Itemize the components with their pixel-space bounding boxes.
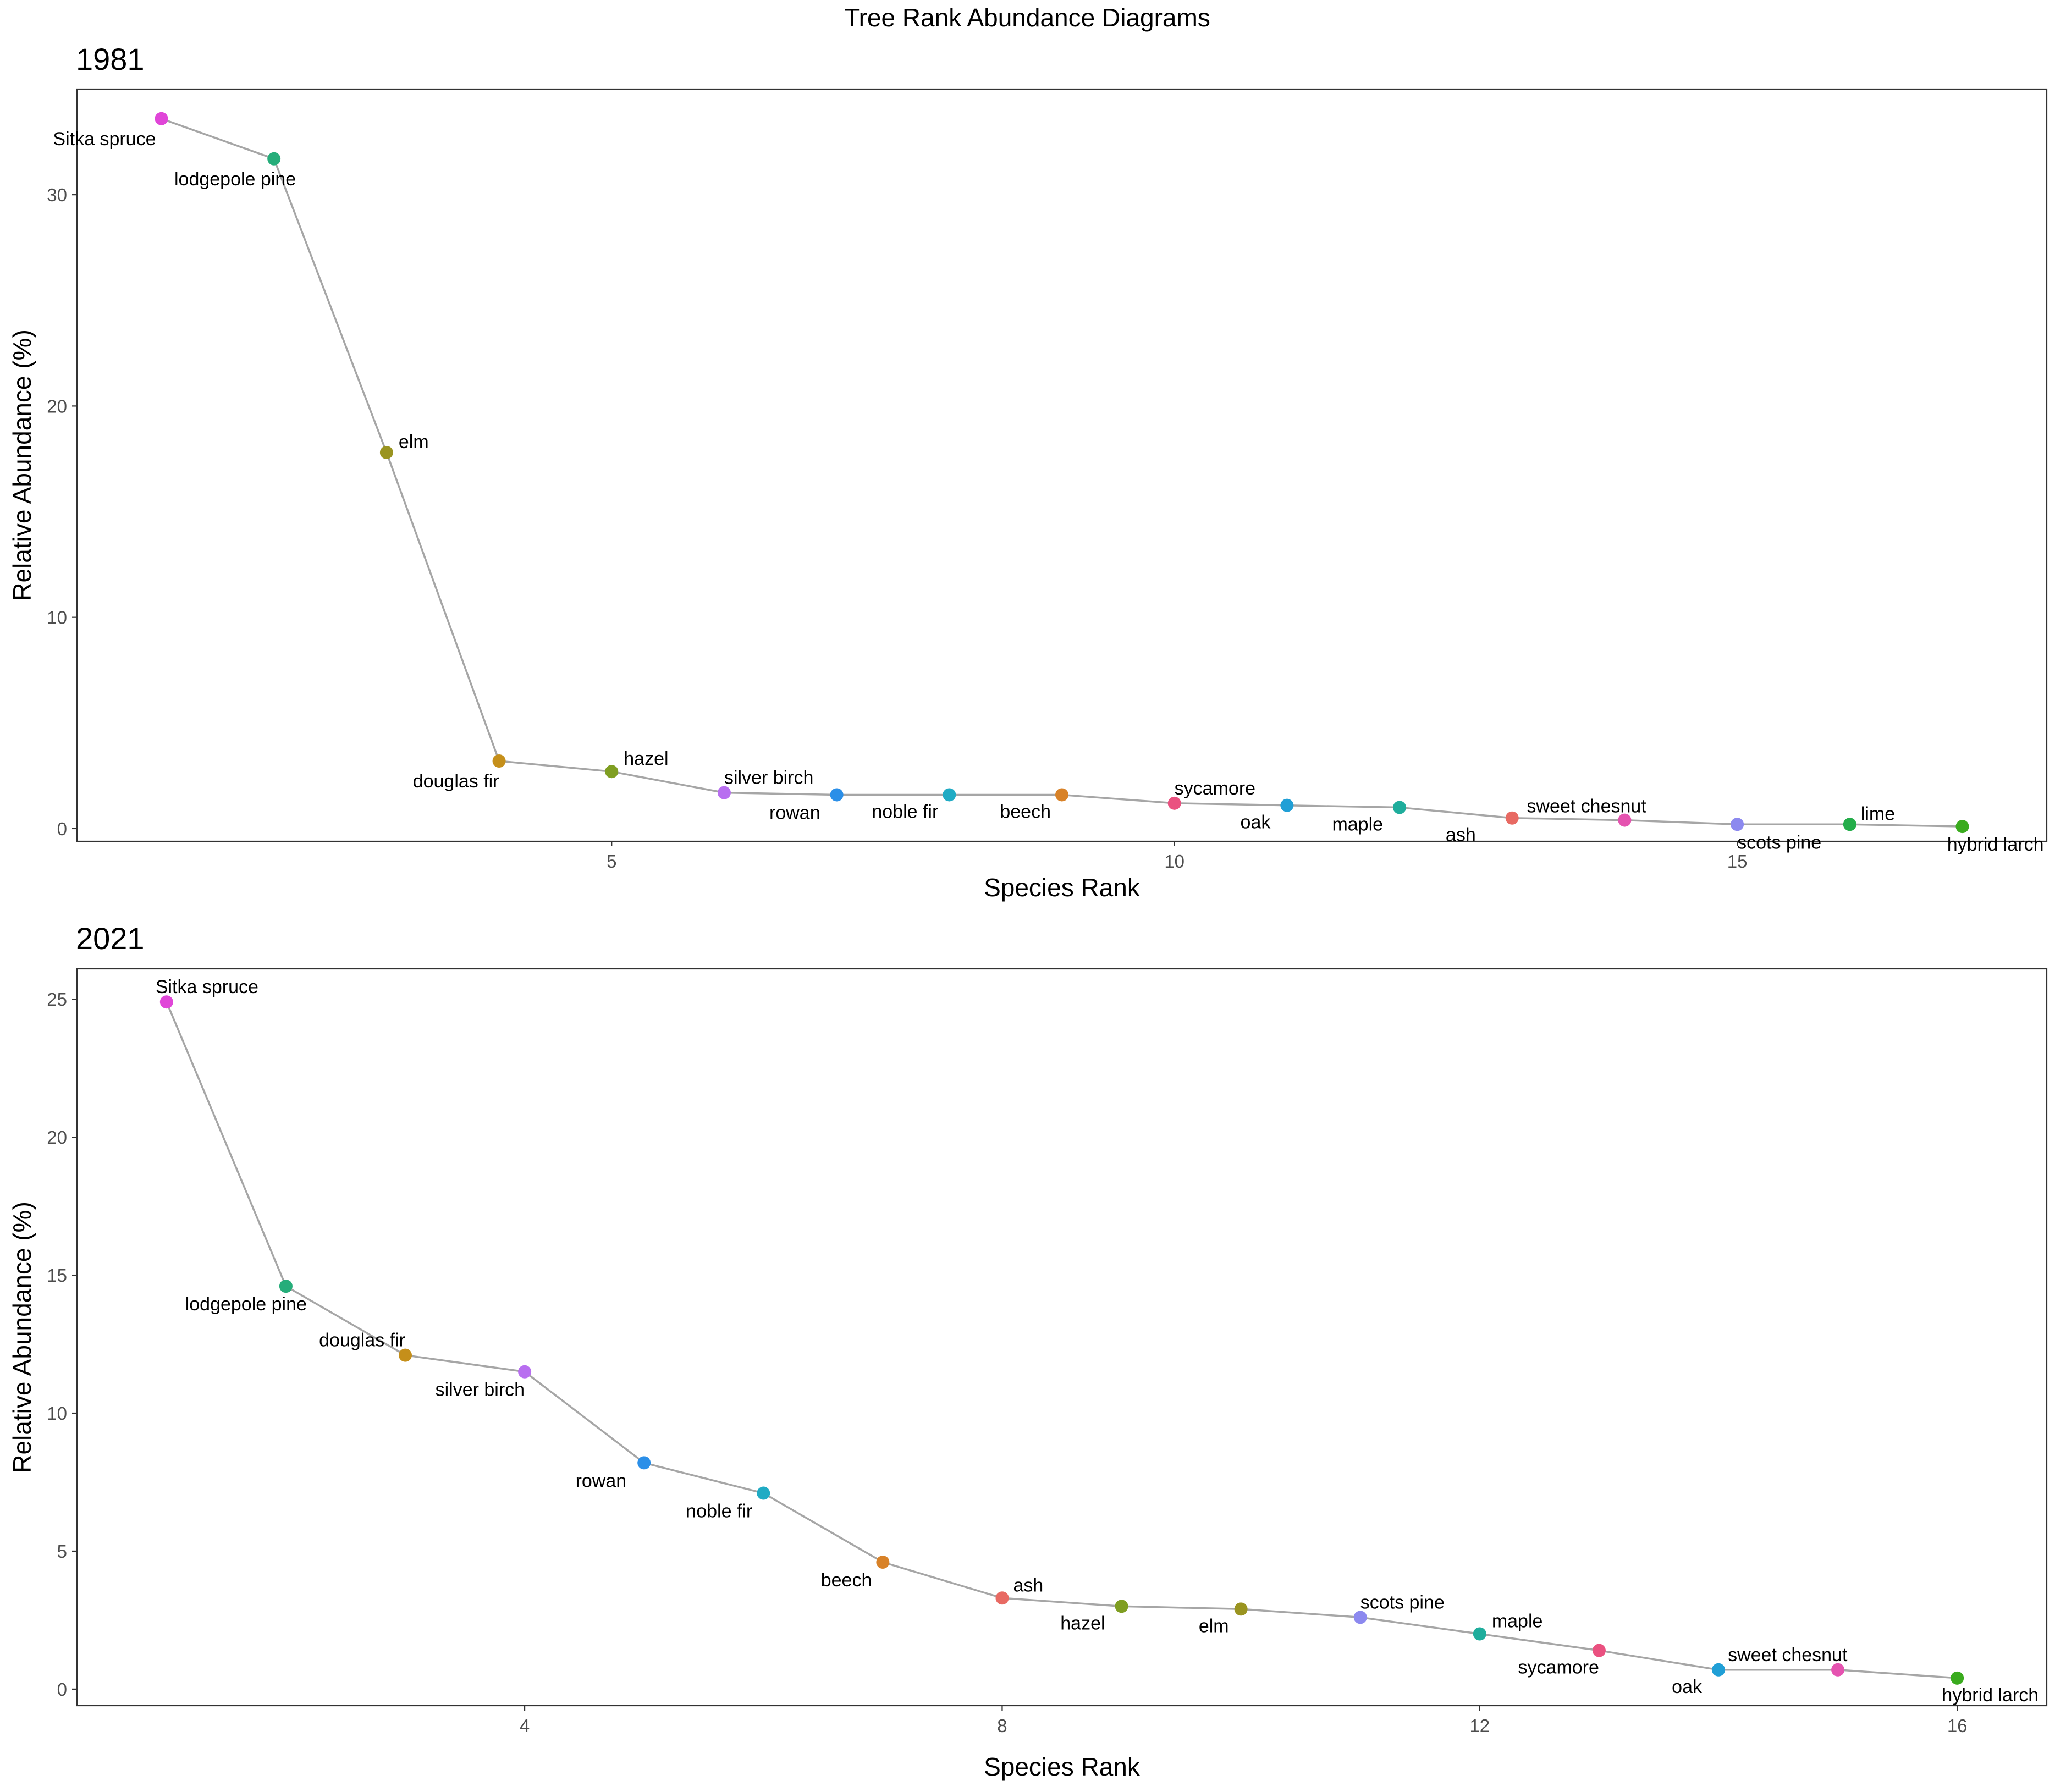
- point-label: lime: [1861, 803, 1895, 824]
- point-label: scots pine: [1737, 832, 1821, 853]
- y-tick-label: 0: [57, 1679, 67, 1700]
- data-point: [1393, 801, 1407, 814]
- data-point: [1843, 818, 1856, 831]
- point-label: oak: [1241, 812, 1271, 833]
- x-tick-label: 5: [607, 851, 616, 872]
- x-tick-label: 12: [1469, 1716, 1490, 1736]
- point-label: beech: [821, 1570, 872, 1591]
- y-axis-title: Relative Abundance (%): [8, 329, 36, 601]
- point-label: Sitka spruce: [156, 977, 258, 997]
- data-point: [1473, 1627, 1486, 1641]
- data-point: [876, 1556, 890, 1569]
- y-tick-label: 5: [57, 1541, 67, 1562]
- plot-frame: [76, 968, 2048, 1707]
- data-point: [1951, 1671, 1964, 1685]
- point-label: hazel: [624, 748, 668, 769]
- point-label: oak: [1672, 1677, 1703, 1697]
- data-point: [1353, 1611, 1367, 1624]
- series-line: [161, 118, 1963, 828]
- point-label: hybrid larch: [1947, 834, 2044, 855]
- y-tick-label: 15: [47, 1265, 67, 1286]
- data-point: [155, 112, 168, 125]
- point-label: elm: [399, 432, 429, 453]
- point-label: douglas fir: [413, 771, 499, 792]
- data-point: [1618, 813, 1632, 827]
- point-label: hybrid larch: [1942, 1685, 2039, 1706]
- series-line: [166, 1001, 1958, 1679]
- data-point: [830, 788, 844, 802]
- x-axis-title: Species Rank: [984, 1752, 1141, 1781]
- data-point: [605, 765, 619, 779]
- data-point: [1955, 820, 1969, 834]
- x-tick-label: 8: [997, 1716, 1007, 1736]
- data-point: [717, 786, 731, 799]
- point-label: ash: [1013, 1575, 1043, 1596]
- y-tick-label: 30: [47, 185, 67, 205]
- panel-1981: 1981 0 10 20 30 5 10 15 Species Rank Relative Abu…: [8, 42, 2048, 902]
- data-point: [159, 995, 173, 1009]
- data-point: [518, 1365, 532, 1379]
- y-tick-label: 10: [47, 608, 67, 628]
- panel-2021: 2021 0 5 10 15 20 25 4 8 12 16 Species Rank Relative…: [8, 921, 2048, 1781]
- x-tick-label: 10: [1164, 851, 1184, 872]
- data-point: [1167, 796, 1181, 810]
- point-label: maple: [1332, 814, 1383, 835]
- main-title: Tree Rank Abundance Diagrams: [844, 3, 1210, 32]
- point-label: ash: [1446, 825, 1476, 846]
- point-label: rowan: [769, 802, 820, 823]
- point-label: silver birch: [724, 768, 813, 789]
- panel-title: 1981: [76, 42, 145, 76]
- point-label: sycamore: [1175, 778, 1255, 799]
- point-label: sweet chesnut: [1527, 796, 1646, 817]
- x-tick-label: 16: [1947, 1716, 1968, 1736]
- y-tick-label: 20: [47, 396, 67, 416]
- data-point: [267, 152, 281, 166]
- point-label: scots pine: [1360, 1592, 1445, 1613]
- data-point: [1712, 1663, 1725, 1677]
- point-label: silver birch: [436, 1380, 525, 1400]
- plot-frame: [76, 88, 2048, 842]
- data-point: [379, 445, 393, 459]
- point-label: rowan: [576, 1470, 627, 1491]
- point-label: maple: [1492, 1611, 1543, 1632]
- data-point: [637, 1456, 651, 1470]
- data-point: [1831, 1663, 1845, 1677]
- point-label: noble fir: [686, 1501, 752, 1522]
- point-label: hazel: [1060, 1613, 1105, 1634]
- point-label: douglas fir: [319, 1330, 405, 1351]
- x-tick-label: 4: [520, 1716, 530, 1736]
- point-label: lodgepole pine: [185, 1294, 307, 1315]
- point-label: Sitka spruce: [53, 129, 156, 150]
- y-tick-label: 0: [57, 819, 67, 839]
- data-point: [943, 788, 956, 802]
- point-label: sweet chesnut: [1728, 1645, 1848, 1666]
- data-point: [1592, 1644, 1606, 1657]
- data-point: [995, 1591, 1009, 1605]
- data-point: [1731, 818, 1744, 831]
- x-axis-title: Species Rank: [984, 873, 1141, 902]
- point-label: lodgepole pine: [174, 169, 296, 190]
- x-tick-label: 15: [1727, 851, 1748, 872]
- y-axis-title: Relative Abundance (%): [8, 1201, 36, 1473]
- y-tick-label: 10: [47, 1403, 67, 1424]
- point-label: beech: [1000, 801, 1051, 822]
- data-point: [1115, 1600, 1128, 1613]
- data-point: [1505, 811, 1519, 825]
- panel-title: 2021: [76, 921, 145, 956]
- data-point: [1234, 1602, 1248, 1616]
- data-point: [492, 754, 506, 768]
- data-point: [1280, 798, 1294, 812]
- data-point: [399, 1348, 412, 1362]
- point-label: noble fir: [872, 801, 938, 822]
- data-point: [279, 1280, 293, 1293]
- y-tick-label: 20: [47, 1127, 67, 1148]
- point-label: sycamore: [1518, 1657, 1599, 1678]
- y-tick-label: 25: [47, 989, 67, 1010]
- data-point: [757, 1486, 770, 1500]
- point-label: elm: [1199, 1615, 1229, 1636]
- data-point: [1055, 788, 1068, 802]
